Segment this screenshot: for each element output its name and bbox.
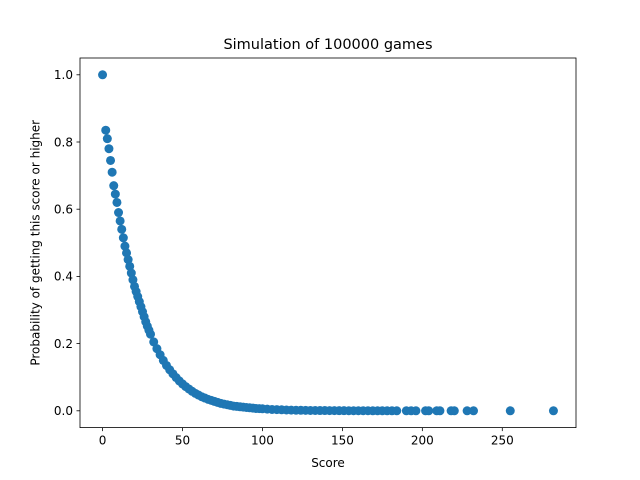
x-tick-label: 150 <box>331 434 354 448</box>
data-point <box>109 181 119 191</box>
y-tick-label: 0.4 <box>54 270 73 284</box>
data-point <box>118 233 128 243</box>
data-point <box>114 208 124 218</box>
x-tick-label: 100 <box>251 434 274 448</box>
data-point <box>115 216 125 226</box>
y-tick-label: 0.0 <box>54 404 73 418</box>
data-points <box>98 70 558 416</box>
x-tick-label: 250 <box>491 434 514 448</box>
data-point <box>462 406 472 416</box>
data-point <box>449 406 459 416</box>
plot-frame <box>79 57 577 429</box>
data-point <box>435 406 445 416</box>
data-point <box>110 189 120 199</box>
data-point <box>123 255 133 265</box>
data-point <box>424 406 434 416</box>
data-point <box>122 248 132 258</box>
data-point <box>106 155 116 165</box>
y-axis: 0.0 0.2 0.4 0.6 0.8 1.0 <box>54 68 80 418</box>
data-point <box>469 406 479 416</box>
data-point <box>146 329 156 339</box>
y-axis-label: Probability of getting this score or hig… <box>29 120 43 366</box>
y-tick-label: 0.6 <box>54 203 73 217</box>
data-point <box>125 261 135 271</box>
data-point <box>112 197 122 207</box>
x-axis: 0 50 100 150 200 250 <box>99 427 514 448</box>
y-tick-label: 1.0 <box>54 68 73 82</box>
data-point <box>117 224 127 234</box>
x-tick-label: 0 <box>99 434 107 448</box>
data-point <box>505 406 515 416</box>
data-point <box>104 144 114 154</box>
data-point <box>149 337 159 347</box>
data-point <box>128 275 138 285</box>
x-tick-label: 200 <box>411 434 434 448</box>
data-point <box>107 167 117 177</box>
x-tick-label: 50 <box>175 434 190 448</box>
data-point <box>120 241 130 251</box>
data-point <box>411 406 421 416</box>
data-point <box>101 125 111 135</box>
y-tick-label: 0.8 <box>54 135 73 149</box>
data-point <box>98 70 108 80</box>
chart-title: Simulation of 100000 games <box>223 37 432 53</box>
data-point <box>548 406 558 416</box>
x-axis-label: Score <box>311 456 345 470</box>
data-point <box>102 134 112 144</box>
data-point <box>392 406 402 416</box>
y-tick-label: 0.2 <box>54 337 73 351</box>
data-point <box>126 268 136 278</box>
